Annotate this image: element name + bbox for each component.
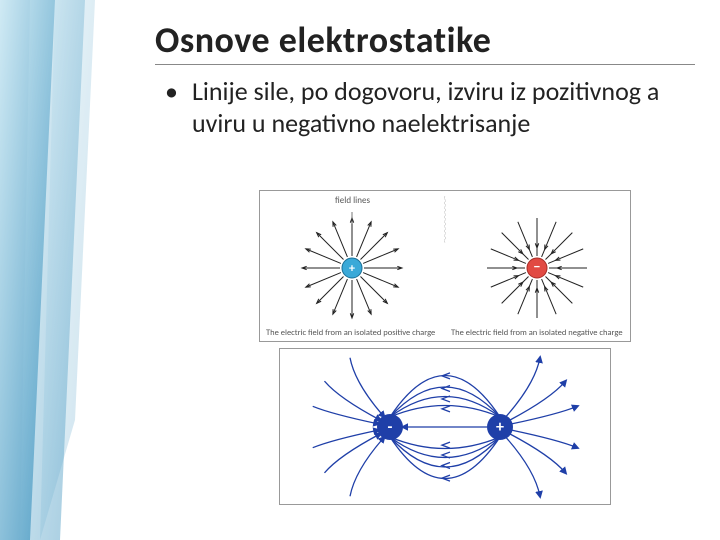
figure-isolated-charges: field lines + The electric field from an… (259, 190, 631, 342)
bullet-text: Linije sile, po dogovoru, izviru iz pozi… (192, 75, 695, 139)
svg-text:−: − (534, 258, 541, 275)
bullet-marker: • (165, 75, 178, 107)
svg-text:+: + (349, 262, 355, 276)
field-lines-label-spacer (447, 195, 628, 206)
svg-text:+: + (496, 418, 504, 437)
figure-dipole: - + (279, 348, 611, 505)
positive-field-svg: + (262, 206, 442, 326)
figures-container: field lines + The electric field from an… (235, 190, 655, 505)
figure-positive-charge: field lines + The electric field from an… (260, 191, 445, 341)
slide-side-decoration (0, 0, 95, 540)
positive-caption: The electric field from an isolated posi… (262, 328, 443, 339)
dipole-svg: - + (280, 349, 610, 504)
svg-text:-: - (388, 418, 393, 437)
bullet-item: • Linije sile, po dogovoru, izviru iz po… (165, 75, 695, 139)
negative-caption: The electric field from an isolated nega… (447, 328, 628, 339)
slide-content: Osnove elektrostatike • Linije sile, po … (155, 18, 695, 139)
figure-negative-charge: − The electric field from an isolated ne… (445, 191, 630, 341)
slide-title: Osnove elektrostatike (155, 18, 695, 65)
field-lines-label: field lines (262, 195, 443, 206)
negative-field-svg: − (447, 206, 627, 326)
